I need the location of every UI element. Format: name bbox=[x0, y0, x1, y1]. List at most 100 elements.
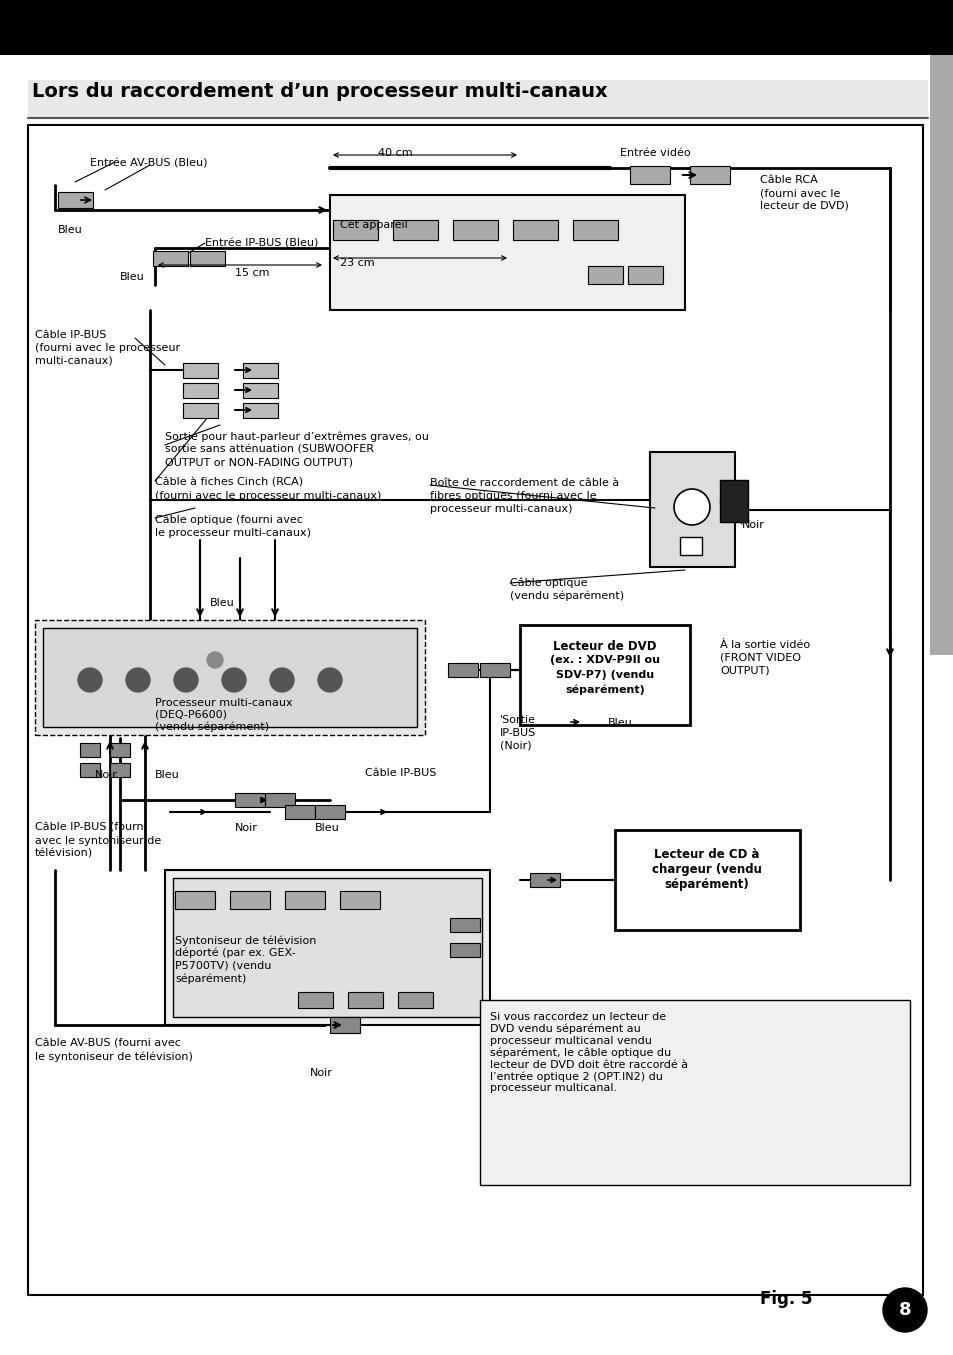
Text: lecteur de DVD): lecteur de DVD) bbox=[760, 201, 848, 211]
Bar bbox=[649, 453, 734, 566]
Circle shape bbox=[673, 489, 709, 524]
Bar bbox=[285, 805, 314, 818]
Circle shape bbox=[78, 668, 102, 692]
Bar bbox=[80, 743, 100, 757]
Bar bbox=[243, 402, 277, 417]
Bar bbox=[0, 0, 953, 56]
Bar bbox=[615, 831, 800, 930]
Bar bbox=[479, 663, 510, 678]
Bar bbox=[35, 621, 424, 734]
Bar bbox=[234, 793, 265, 808]
Text: Entrée IP-BUS (Bleu): Entrée IP-BUS (Bleu) bbox=[205, 238, 318, 248]
Bar bbox=[80, 763, 100, 776]
Text: Lecteur de DVD: Lecteur de DVD bbox=[553, 640, 656, 653]
Text: déporté (par ex. GEX-: déporté (par ex. GEX- bbox=[174, 948, 295, 958]
Bar bbox=[629, 167, 669, 184]
Bar bbox=[28, 125, 923, 1295]
Text: séparément): séparément) bbox=[564, 686, 644, 695]
Bar bbox=[479, 1000, 909, 1186]
Bar bbox=[43, 627, 416, 728]
Text: (vendu séparément): (vendu séparément) bbox=[154, 722, 269, 733]
Bar bbox=[183, 363, 218, 378]
Text: Noir: Noir bbox=[741, 520, 764, 530]
Text: le syntoniseur de télévision): le syntoniseur de télévision) bbox=[35, 1051, 193, 1061]
Bar bbox=[453, 220, 497, 240]
Text: Noir: Noir bbox=[95, 770, 118, 780]
Text: Sortie pour haut-parleur d’extrêmes graves, ou: Sortie pour haut-parleur d’extrêmes grav… bbox=[165, 432, 429, 443]
Text: Boîte de raccordement de câble à: Boîte de raccordement de câble à bbox=[430, 478, 618, 488]
Bar bbox=[265, 793, 294, 808]
Text: P5700TV) (vendu: P5700TV) (vendu bbox=[174, 961, 271, 972]
Text: 8: 8 bbox=[898, 1301, 910, 1318]
Text: Bleu: Bleu bbox=[210, 598, 234, 608]
Bar bbox=[243, 383, 277, 398]
Text: séparément): séparément) bbox=[664, 878, 749, 892]
Bar bbox=[519, 625, 689, 725]
Bar bbox=[929, 56, 953, 654]
Bar bbox=[285, 892, 325, 909]
Text: sortie sans atténuation (SUBWOOFER: sortie sans atténuation (SUBWOOFER bbox=[165, 444, 374, 455]
Text: (Noir): (Noir) bbox=[499, 741, 531, 751]
Bar bbox=[339, 892, 379, 909]
Text: Câble AV-BUS (fourni avec: Câble AV-BUS (fourni avec bbox=[35, 1038, 181, 1047]
Bar bbox=[28, 80, 927, 118]
Text: (vendu séparément): (vendu séparément) bbox=[510, 591, 623, 602]
Bar bbox=[450, 917, 479, 932]
Text: (ex. : XDV-P9II ou: (ex. : XDV-P9II ou bbox=[550, 654, 659, 665]
Bar bbox=[183, 383, 218, 398]
Text: Syntoniseur de télévision: Syntoniseur de télévision bbox=[174, 935, 316, 946]
Text: Cet appareil: Cet appareil bbox=[339, 220, 407, 230]
Text: Si vous raccordez un lecteur de
DVD vendu séparément au
processeur multicanal ve: Si vous raccordez un lecteur de DVD vend… bbox=[490, 1012, 687, 1093]
Bar bbox=[573, 220, 618, 240]
Text: (fourni avec le processeur: (fourni avec le processeur bbox=[35, 343, 180, 354]
Bar bbox=[330, 1018, 359, 1033]
Text: Bleu: Bleu bbox=[314, 822, 339, 833]
Bar bbox=[243, 363, 277, 378]
Text: IP-BUS: IP-BUS bbox=[499, 728, 536, 738]
Text: Lors du raccordement d’un processeur multi-canaux: Lors du raccordement d’un processeur mul… bbox=[32, 83, 607, 102]
Bar bbox=[174, 892, 214, 909]
Text: chargeur (vendu: chargeur (vendu bbox=[652, 863, 761, 875]
Text: le processeur multi-canaux): le processeur multi-canaux) bbox=[154, 528, 311, 538]
Circle shape bbox=[207, 652, 223, 668]
Text: (fourni avec le: (fourni avec le bbox=[760, 188, 840, 198]
Bar bbox=[110, 763, 130, 776]
Bar bbox=[397, 992, 433, 1008]
Text: Câble à fiches Cinch (RCA): Câble à fiches Cinch (RCA) bbox=[154, 478, 303, 488]
Text: Entrée AV-BUS (Bleu): Entrée AV-BUS (Bleu) bbox=[90, 159, 208, 168]
Text: fibres optiques (fourni avec le: fibres optiques (fourni avec le bbox=[430, 491, 596, 501]
Text: Câble RCA: Câble RCA bbox=[760, 175, 817, 186]
Circle shape bbox=[317, 668, 341, 692]
Text: processeur multi-canaux): processeur multi-canaux) bbox=[430, 504, 572, 514]
Circle shape bbox=[270, 668, 294, 692]
Text: Bleu: Bleu bbox=[607, 718, 632, 728]
Text: Câble IP-BUS: Câble IP-BUS bbox=[365, 768, 436, 778]
Bar bbox=[627, 266, 662, 285]
Bar bbox=[450, 943, 479, 957]
Text: Bleu: Bleu bbox=[120, 272, 145, 282]
Text: Lecteur de CD à: Lecteur de CD à bbox=[654, 848, 759, 860]
Text: avec le syntoniseur de: avec le syntoniseur de bbox=[35, 836, 161, 846]
Text: Entrée vidéo: Entrée vidéo bbox=[619, 148, 690, 159]
Bar bbox=[679, 537, 701, 556]
Bar bbox=[513, 220, 558, 240]
Bar bbox=[58, 192, 92, 209]
Bar bbox=[393, 220, 437, 240]
Text: Noir: Noir bbox=[234, 822, 257, 833]
Text: multi-canaux): multi-canaux) bbox=[35, 356, 112, 366]
Text: Processeur multi-canaux: Processeur multi-canaux bbox=[154, 698, 293, 709]
Text: SDV-P7) (vendu: SDV-P7) (vendu bbox=[556, 669, 654, 680]
Bar bbox=[183, 402, 218, 417]
Text: télévision): télévision) bbox=[35, 850, 93, 859]
Text: Câble optique (fourni avec: Câble optique (fourni avec bbox=[154, 515, 302, 526]
Text: OUTPUT or NON-FADING OUTPUT): OUTPUT or NON-FADING OUTPUT) bbox=[165, 458, 353, 467]
Bar bbox=[172, 878, 481, 1018]
Bar bbox=[448, 663, 477, 678]
Text: Bleu: Bleu bbox=[154, 770, 179, 780]
Bar bbox=[297, 992, 333, 1008]
Text: À la sortie vidéo: À la sortie vidéo bbox=[720, 640, 809, 650]
Bar bbox=[330, 195, 684, 310]
Circle shape bbox=[882, 1289, 926, 1332]
Bar bbox=[165, 870, 490, 1024]
Bar bbox=[152, 251, 188, 266]
